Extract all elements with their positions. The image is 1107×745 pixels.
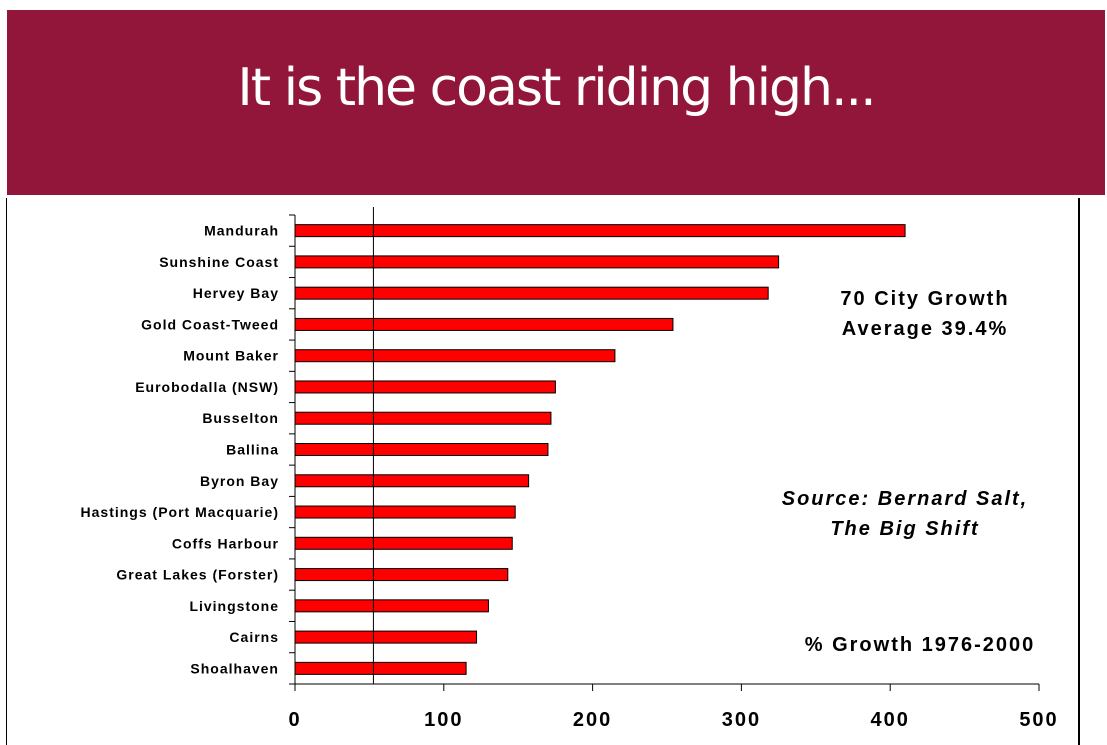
bar-14	[294, 661, 467, 675]
category-label-8: Byron Bay	[200, 473, 279, 489]
source-annotation: Source: Bernard Salt, The Big Shift	[705, 484, 1105, 544]
bar-13	[294, 630, 478, 644]
category-label-3: Gold Coast-Tweed	[141, 316, 279, 332]
bar-10	[294, 536, 513, 550]
category-label-10: Coffs Harbour	[172, 535, 279, 551]
category-label-13: Cairns	[229, 629, 279, 645]
period-annotation: % Growth 1976-2000	[804, 634, 1036, 656]
bar-3	[294, 317, 674, 331]
category-label-6: Busselton	[202, 410, 279, 426]
category-label-1: Sunshine Coast	[159, 254, 279, 270]
slide-title: It is the coast riding high...	[237, 58, 876, 118]
source-line-2: The Big Shift	[830, 518, 980, 540]
category-label-0: Mandurah	[204, 223, 279, 239]
category-label-5: Eurobodalla (NSW)	[135, 379, 279, 395]
x-tick-label-2: 200	[573, 709, 612, 731]
bar-1	[294, 255, 780, 269]
category-label-4: Mount Baker	[183, 348, 279, 364]
x-tick-label-4: 400	[871, 709, 910, 731]
category-label-14: Shoalhaven	[190, 660, 279, 676]
bar-9	[294, 505, 516, 519]
title-banner: It is the coast riding high...	[7, 10, 1105, 195]
x-tick-label-5: 500	[1019, 709, 1058, 731]
category-label-11: Great Lakes (Forster)	[116, 567, 279, 583]
bar-8	[294, 474, 530, 488]
category-labels: Mandurah Sunshine Coast Hervey Bay Gold Coa…	[81, 223, 279, 677]
bar-6	[294, 411, 552, 425]
bar-12	[294, 599, 489, 613]
category-label-2: Hervey Bay	[193, 285, 279, 301]
chart-frame	[6, 198, 1080, 745]
source-line-1: Source: Bernard Salt,	[781, 488, 1029, 510]
bar-2	[294, 286, 769, 300]
bar-7	[294, 443, 549, 456]
average-line-2: Average 39.4%	[841, 318, 1009, 340]
bar-5	[294, 380, 556, 394]
category-label-12: Livingstone	[189, 598, 279, 614]
x-tick-label-0: 0	[288, 709, 301, 731]
category-label-9: Hastings (Port Macquarie)	[81, 504, 279, 520]
x-tick-labels: 0 100 200 300 400 500	[288, 709, 1058, 731]
bar-4	[294, 349, 616, 363]
bars	[294, 224, 906, 675]
axes	[289, 207, 1040, 691]
bar-11	[294, 568, 509, 582]
category-label-7: Ballina	[226, 442, 279, 458]
average-line-1: 70 City Growth	[840, 288, 1010, 310]
average-annotation: 70 City Growth Average 39.4%	[760, 284, 1090, 344]
x-tick-label-3: 300	[722, 709, 761, 731]
x-tick-label-1: 100	[424, 709, 463, 731]
bar-0	[294, 224, 906, 238]
